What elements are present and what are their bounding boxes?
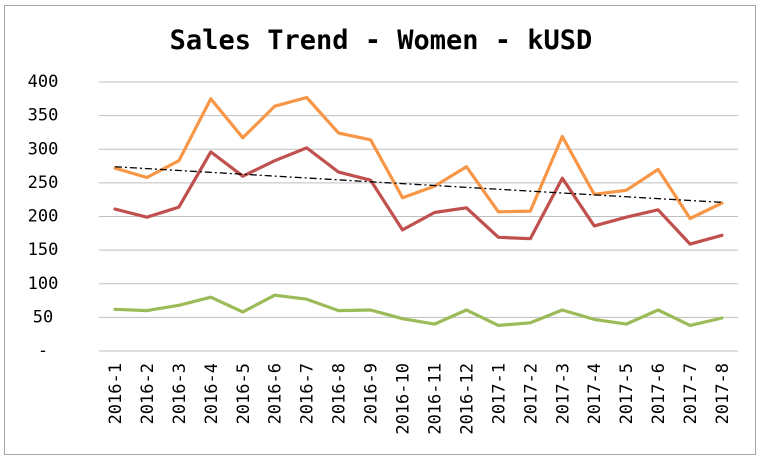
x-tick-label: 2017-7	[681, 363, 701, 424]
x-tick-label: 2016-6	[266, 363, 286, 424]
x-tick-label: 2016-11	[425, 363, 445, 435]
y-tick-label: 300	[28, 139, 59, 159]
y-tick-label: 50	[33, 307, 53, 327]
x-tick-label: 2017-6	[649, 363, 669, 424]
x-tick-label: 2016-4	[202, 363, 222, 424]
y-tick-label: 200	[28, 207, 59, 227]
y-tick-label: 150	[28, 240, 59, 260]
y-axis-tick-labels: - 50 100 150 200 250 300 350 400	[28, 72, 59, 361]
x-tick-label: 2016-3	[170, 363, 190, 424]
x-tick-label: 2016-8	[330, 363, 350, 424]
x-axis-tick-labels: 2016-1 2016-2 2016-3 2016-4 2016-5 2016-6 2016…	[106, 363, 733, 435]
x-tick-label: 2017-3	[553, 363, 573, 424]
x-tick-label: 2017-5	[617, 363, 637, 424]
x-tick-label: 2016-12	[457, 363, 477, 435]
trendline-layer	[114, 166, 723, 204]
y-tick-label: -	[38, 341, 48, 361]
x-tick-label: 2016-5	[234, 363, 254, 424]
y-tick-label: 100	[28, 274, 59, 294]
x-tick-label: 2017-4	[585, 363, 605, 424]
line-chart: Sales Trend - Women - kUSD - 50 100 150 200 2…	[28, 25, 738, 435]
chart-title: Sales Trend - Women - kUSD	[170, 25, 593, 56]
x-tick-label: 2017-1	[489, 363, 509, 424]
series-line-3	[113, 293, 724, 327]
x-tick-label: 2016-10	[394, 363, 414, 435]
x-tick-label: 2016-1	[106, 363, 126, 424]
trendline	[114, 166, 723, 204]
y-tick-label: 250	[28, 173, 59, 193]
x-tick-label: 2017-8	[713, 363, 733, 424]
x-tick-label: 2016-2	[138, 363, 158, 424]
series-lines	[113, 95, 724, 327]
chart-frame: Sales Trend - Women - kUSD - 50 100 150 200 2…	[4, 5, 756, 455]
series-line-2	[113, 146, 724, 246]
gridlines	[99, 81, 738, 352]
series-line-1	[113, 95, 724, 221]
y-tick-label: 400	[28, 72, 59, 92]
x-tick-label: 2016-9	[362, 363, 382, 424]
y-tick-label: 350	[28, 106, 59, 126]
x-tick-label: 2016-7	[298, 363, 318, 424]
x-tick-label: 2017-2	[521, 363, 541, 424]
